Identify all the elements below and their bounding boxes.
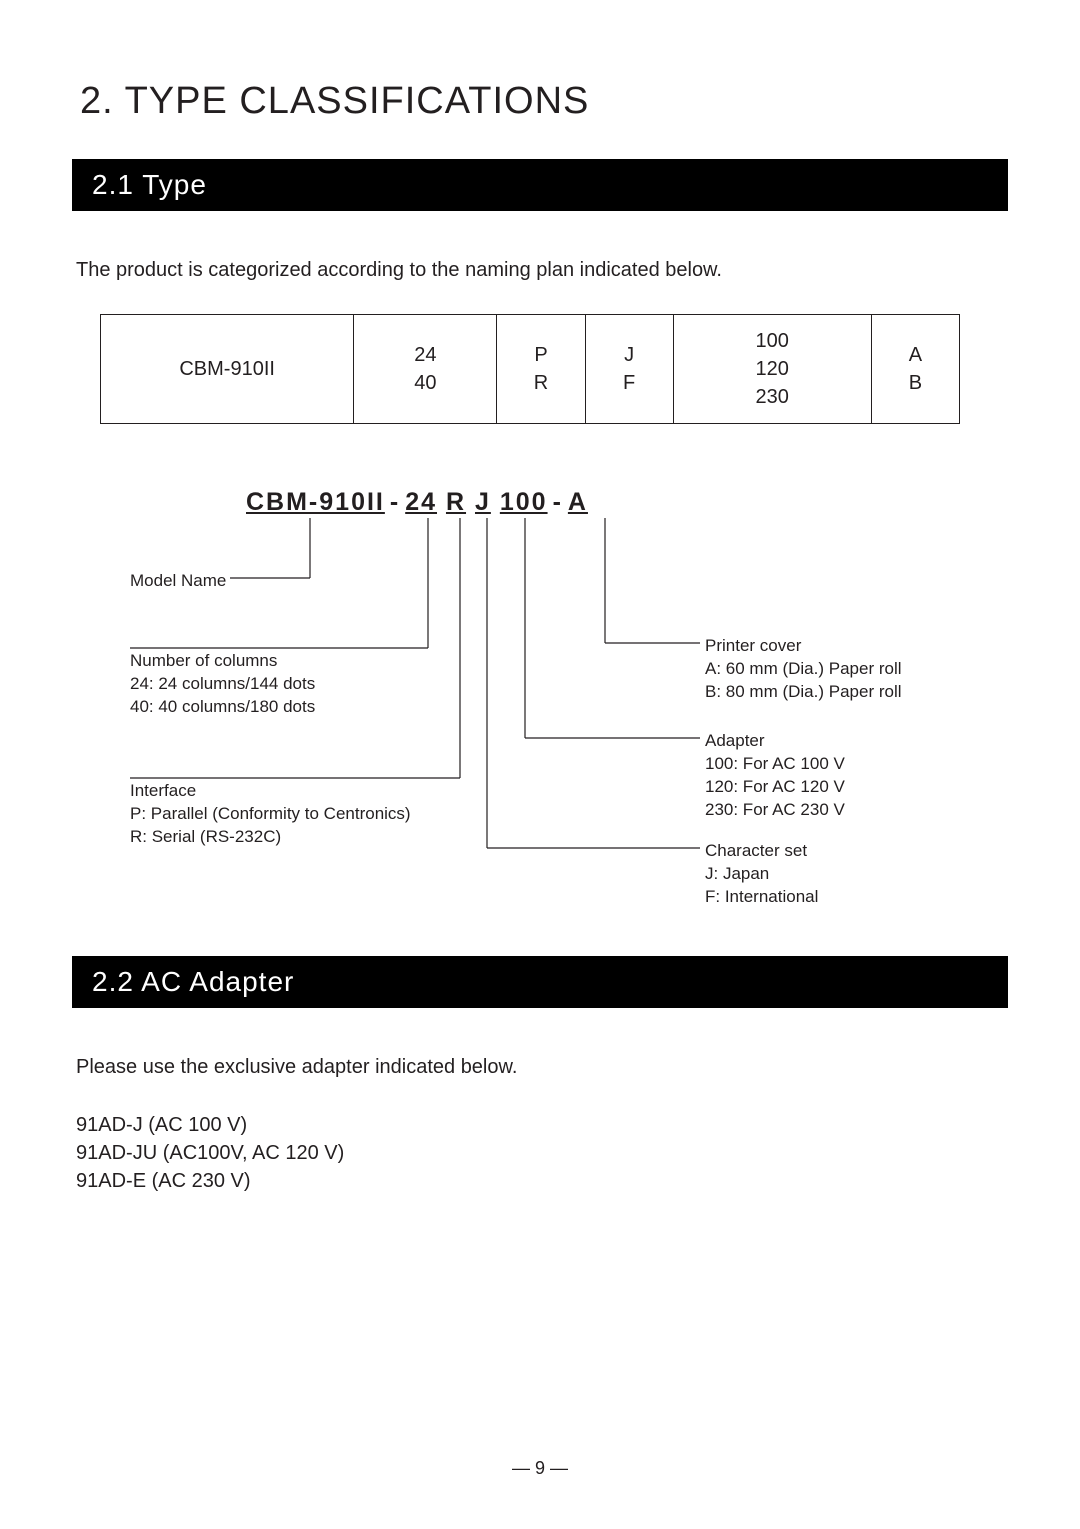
lbl-charset-1: J: Japan <box>705 864 769 883</box>
adapter-item-2: 91AD-JU (AC100V, AC 120 V) <box>76 1139 1008 1167</box>
lbl-adapter-title: Adapter <box>705 731 765 750</box>
tbl-c3: PR <box>497 315 585 424</box>
lbl-cover-2: B: 80 mm (Dia.) Paper roll <box>705 682 902 701</box>
tbl-c1: CBM-910II <box>101 315 354 424</box>
tbl-c5: 100120230 <box>673 315 871 424</box>
lbl-cover-1: A: 60 mm (Dia.) Paper roll <box>705 659 902 678</box>
lbl-adapter-3: 230: For AC 230 V <box>705 800 845 819</box>
lbl-adapter-1: 100: For AC 100 V <box>705 754 845 773</box>
naming-diagram: CBM-910II-24 R J 100-A Model Name Number… <box>100 488 960 908</box>
lbl-columns-2: 40: 40 columns/180 dots <box>130 697 315 716</box>
lbl-columns-1: 24: 24 columns/144 dots <box>130 674 315 693</box>
lbl-columns-title: Number of columns <box>130 651 277 670</box>
tbl-c4: JF <box>585 315 673 424</box>
lbl-model-name: Model Name <box>130 570 226 593</box>
adapter-item-3: 91AD-E (AC 230 V) <box>76 1167 1008 1195</box>
lbl-charset-2: F: International <box>705 887 818 906</box>
type-table: CBM-910II 2440 PR JF 100120230 AB <box>100 314 960 424</box>
lbl-cover-title: Printer cover <box>705 636 801 655</box>
tbl-c2: 2440 <box>354 315 497 424</box>
section-2-1-title: 2.1 Type <box>72 159 1008 211</box>
lbl-adapter-2: 120: For AC 120 V <box>705 777 845 796</box>
adapter-list: 91AD-J (AC 100 V) 91AD-JU (AC100V, AC 12… <box>76 1111 1008 1195</box>
lbl-charset-title: Character set <box>705 841 807 860</box>
lbl-interface-2: R: Serial (RS-232C) <box>130 827 281 846</box>
lbl-interface-1: P: Parallel (Conformity to Centronics) <box>130 804 411 823</box>
adapter-item-1: 91AD-J (AC 100 V) <box>76 1111 1008 1139</box>
section-2-2-title: 2.2 AC Adapter <box>72 956 1008 1008</box>
lbl-interface-title: Interface <box>130 781 196 800</box>
section-2-1-intro: The product is categorized according to … <box>76 259 1008 282</box>
section-2-2-intro: Please use the exclusive adapter indicat… <box>76 1056 1008 1079</box>
page-number: — 9 — <box>0 1458 1080 1479</box>
chapter-title: 2. TYPE CLASSIFICATIONS <box>80 80 1008 123</box>
tbl-c6: AB <box>871 315 959 424</box>
